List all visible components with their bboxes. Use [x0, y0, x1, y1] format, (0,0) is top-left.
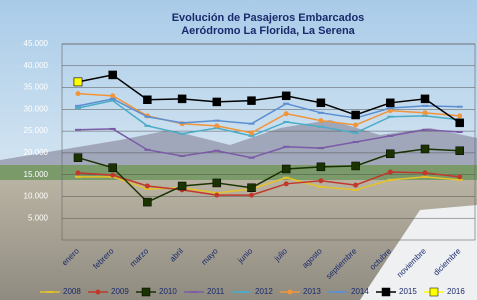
marker [284, 181, 289, 186]
marker [109, 71, 117, 79]
legend-label: 2012 [255, 287, 273, 296]
marker [386, 150, 394, 158]
marker [386, 99, 394, 107]
marker [178, 182, 186, 190]
marker [288, 290, 293, 295]
marker [457, 113, 462, 118]
marker [96, 290, 101, 295]
marker [109, 164, 117, 172]
marker [421, 145, 429, 153]
y-tick-label: 40.000 [24, 61, 49, 70]
legend-label: 2013 [303, 287, 321, 296]
marker [352, 162, 360, 170]
marker [110, 173, 115, 178]
marker [74, 154, 82, 162]
marker [421, 95, 429, 103]
marker [423, 170, 428, 175]
marker [76, 170, 81, 175]
marker [145, 183, 150, 188]
legend-label: 2015 [399, 287, 417, 296]
marker [284, 111, 289, 116]
marker [76, 91, 81, 96]
marker [214, 193, 219, 198]
marker [213, 98, 221, 106]
legend-label: 2009 [111, 287, 129, 296]
marker [74, 78, 82, 86]
marker [282, 165, 290, 173]
marker [317, 99, 325, 107]
legend-label: 2014 [351, 287, 369, 296]
marker [110, 93, 115, 98]
y-tick-label: 35.000 [24, 83, 49, 92]
chart: Evolución de Pasajeros Embarcados Aeródr… [0, 0, 477, 300]
marker [353, 183, 358, 188]
marker [352, 111, 360, 119]
legend-label: 2011 [207, 287, 225, 296]
marker [213, 179, 221, 187]
marker [457, 174, 462, 179]
marker [249, 193, 254, 198]
legend-label: 2008 [63, 287, 81, 296]
marker [248, 184, 256, 192]
marker [423, 110, 428, 115]
marker [142, 288, 150, 296]
legend-label: 2010 [159, 287, 177, 296]
marker [456, 119, 464, 127]
y-tick-label: 20.000 [24, 148, 49, 157]
marker [382, 288, 390, 296]
marker [282, 92, 290, 100]
y-tick-label: 25.000 [24, 126, 49, 135]
y-tick-label: 10.000 [24, 192, 49, 201]
y-tick-label: 30.000 [24, 104, 49, 113]
marker [143, 198, 151, 206]
y-tick-label: 15.000 [24, 170, 49, 179]
marker [143, 96, 151, 104]
marker [456, 147, 464, 155]
marker [317, 163, 325, 171]
marker [214, 123, 219, 128]
y-tick-label: 5.000 [28, 213, 49, 222]
marker [318, 118, 323, 123]
marker [318, 178, 323, 183]
legend-label: 2016 [447, 287, 465, 296]
marker [178, 95, 186, 103]
y-tick-label: 45.000 [24, 39, 49, 48]
marker [249, 130, 254, 135]
chart-subtitle: Aeródromo La Florida, La Serena [181, 25, 355, 37]
chart-title: Evolución de Pasajeros Embarcados [172, 12, 365, 24]
marker [248, 97, 256, 105]
marker [353, 123, 358, 128]
marker [388, 170, 393, 175]
marker [430, 288, 438, 296]
